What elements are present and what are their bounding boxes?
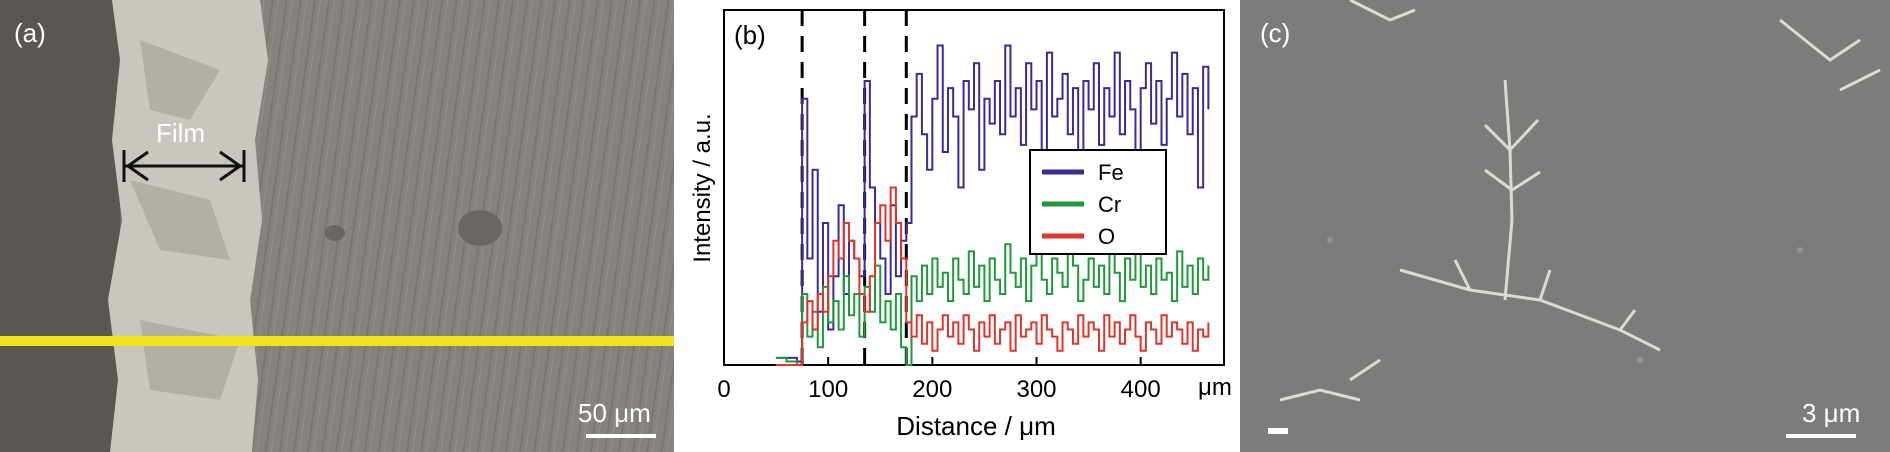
scale-bar-c — [1786, 434, 1856, 438]
x-tick-label: 400 — [1121, 376, 1161, 403]
x-tick-label: 0 — [717, 376, 730, 403]
legend-label-o: O — [1098, 224, 1115, 249]
scale-bar-label-a: 50 μm — [578, 398, 651, 428]
panel-a-sem-image: (a) Film 50 μm — [0, 0, 674, 452]
arrowhead-right — [219, 150, 243, 182]
x-tick-label: 300 — [1016, 376, 1056, 403]
background-left — [0, 0, 120, 452]
surface-particle — [458, 210, 502, 246]
legend: Fe Cr O — [1029, 149, 1167, 255]
surface-grain — [1637, 357, 1643, 363]
surface-grain — [1797, 247, 1803, 253]
dendrite-structure — [1279, 0, 1881, 402]
sem-cross-section — [0, 0, 674, 452]
film-label: Film — [156, 118, 206, 148]
y-axis-label: Intensity / a.u. — [689, 113, 716, 262]
panel-b-label: (b) — [734, 20, 766, 50]
panel-c-sem-image: (c) 3 μm — [1240, 0, 1890, 452]
x-tick-label: 200 — [912, 376, 952, 403]
line-scan-chart: 0 100 200 300 400 (b) Distance / μm μm Inten… — [689, 9, 1232, 441]
x-unit-label: μm — [1198, 374, 1232, 401]
x-axis-label: Distance / μm — [896, 411, 1055, 441]
surface-background — [1240, 0, 1890, 452]
scale-bar-label-c: 3 μm — [1802, 398, 1861, 428]
arrowhead-left — [125, 150, 149, 182]
scale-bar-a — [586, 434, 656, 438]
surface-particle — [325, 225, 345, 241]
legend-label-fe: Fe — [1098, 160, 1124, 185]
panel-a-label: (a) — [14, 18, 46, 48]
sem-surface — [1240, 0, 1890, 452]
panel-c-label: (c) — [1260, 18, 1291, 48]
series-line-o — [776, 186, 1210, 366]
small-marker — [1268, 428, 1288, 434]
scan-line — [0, 336, 674, 346]
surface-grain — [1327, 237, 1333, 243]
panel-b-chart: 0 100 200 300 400 (b) Distance / μm μm Inten… — [674, 0, 1240, 452]
film-texture — [130, 40, 240, 400]
legend-label-cr: Cr — [1098, 192, 1121, 217]
x-tick-label: 100 — [808, 376, 848, 403]
